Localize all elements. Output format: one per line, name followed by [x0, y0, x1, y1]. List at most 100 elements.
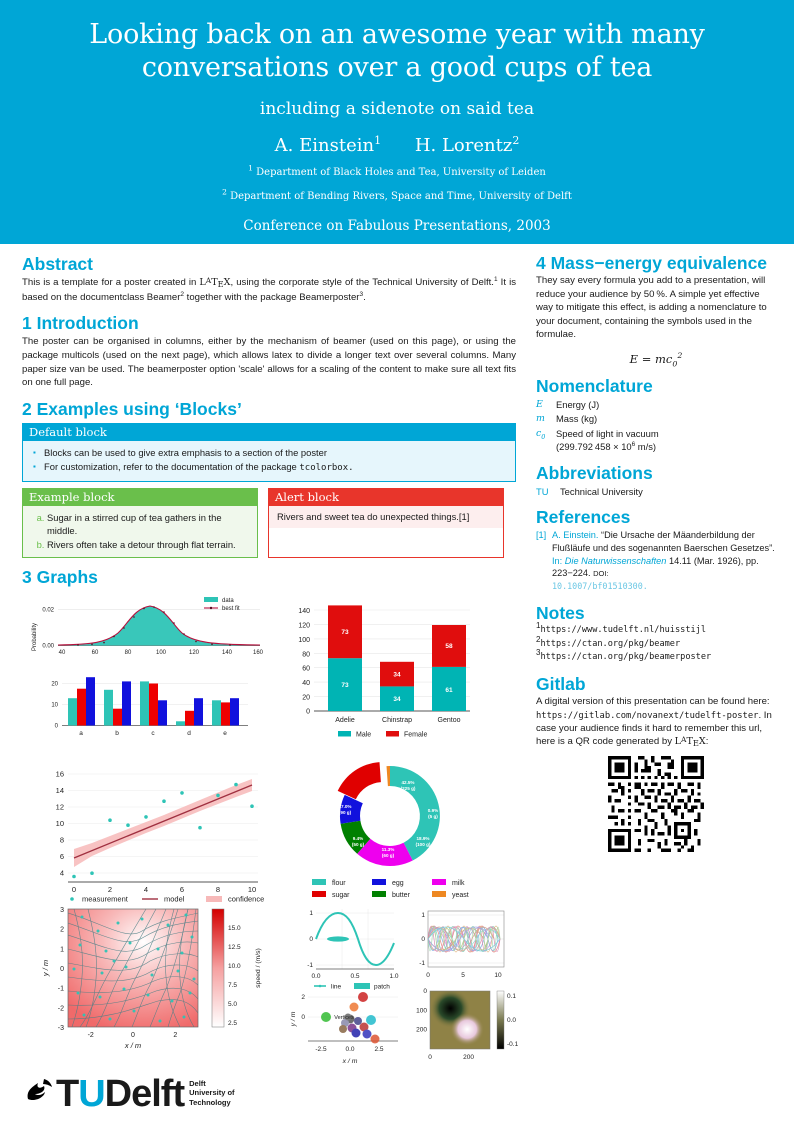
- svg-text:(90 g): (90 g): [339, 810, 352, 815]
- xtick-labels: 0.0 0.5 1.0: [311, 973, 398, 980]
- note-url[interactable]: https://ctan.org/pkg/beamerposter: [540, 652, 712, 663]
- mass-energy-heading: 4 Mass−energy equivalence: [536, 253, 768, 273]
- logo-tu: TU: [56, 1072, 106, 1115]
- example-block-body: Sugar in a stirred cup of tea gathers in…: [23, 505, 257, 558]
- bar-value-label: 58: [445, 643, 453, 650]
- pie-labels: 42.5%(225 g) 0.9%(5 g) 18.9%(100 g) 11.3…: [338, 780, 438, 858]
- svg-text:(60 g): (60 g): [382, 853, 395, 858]
- svg-text:patch: patch: [374, 984, 390, 991]
- gitlab-heading: Gitlab: [536, 673, 586, 694]
- svg-text:b: b: [115, 730, 119, 737]
- abbreviation-desc: Technical University: [560, 485, 643, 497]
- svg-text:12: 12: [56, 803, 64, 812]
- svg-text:measurement: measurement: [82, 895, 129, 904]
- svg-text:2: 2: [60, 927, 64, 934]
- svg-text:0: 0: [60, 966, 64, 973]
- bar-value-label: 61: [445, 687, 453, 694]
- svg-text:14: 14: [56, 786, 64, 795]
- svg-text:2: 2: [173, 1032, 177, 1039]
- svg-text:1: 1: [309, 910, 313, 917]
- svg-text:0.0: 0.0: [507, 1017, 516, 1024]
- svg-text:0: 0: [72, 885, 76, 894]
- chart-bubble-scatter: Vertices 20 y / m -2.5 0.0 2.5 x / m: [290, 992, 398, 1065]
- nomenclature-row: c0 Speed of light in vacuum (299.792 458 …: [536, 428, 776, 453]
- axis-label-y: y / m: [41, 960, 50, 977]
- poster-header: Looking back on an awesome year with man…: [0, 0, 794, 244]
- svg-text:6: 6: [180, 885, 184, 894]
- svg-text:100: 100: [416, 1008, 427, 1015]
- abbreviations-heading: Abbreviations: [536, 463, 653, 484]
- svg-text:60: 60: [92, 650, 99, 656]
- bar-value-label: 34: [393, 672, 401, 679]
- latex-logo: LATEX: [674, 735, 706, 749]
- tu-delft-wordmark: TUDelft: [56, 1075, 185, 1113]
- svg-text:(50 g): (50 g): [352, 842, 365, 847]
- reference-doi[interactable]: 10.1007/bf01510300.: [552, 581, 648, 592]
- default-block-body: Blocks can be used to give extra emphasi…: [23, 441, 515, 481]
- pie-slice-milk: [357, 839, 413, 867]
- note-url[interactable]: https://www.tudelft.nl/huisstijl: [540, 625, 707, 636]
- axis-label-x: x / m: [124, 1041, 141, 1050]
- svg-text:6: 6: [60, 852, 64, 861]
- streamplot-points: [72, 913, 196, 1023]
- nomenclature-desc: Mass (kg): [556, 413, 598, 425]
- svg-text:80: 80: [302, 652, 310, 659]
- svg-text:20: 20: [302, 695, 310, 702]
- xtick-labels: Adelie Chinstrap Gentoo: [335, 717, 460, 724]
- svg-text:0: 0: [421, 936, 425, 943]
- svg-text:0.5: 0.5: [350, 973, 359, 980]
- svg-text:10: 10: [248, 885, 256, 894]
- gitlab-url[interactable]: https://gitlab.com/novanext/tudelft-post…: [536, 710, 759, 721]
- note-url[interactable]: https://ctan.org/pkg/beamer: [540, 638, 681, 649]
- chart-regression: 16 14 12 10 8 6 4: [56, 770, 265, 904]
- colorbar-ticks: 0.1 0.0 -0.1: [507, 993, 519, 1048]
- svg-text:9.4%: 9.4%: [353, 836, 363, 841]
- notes-heading: Notes: [536, 603, 585, 624]
- svg-text:40: 40: [59, 650, 66, 656]
- svg-text:0.0: 0.0: [311, 973, 320, 980]
- svg-text:1: 1: [60, 947, 64, 954]
- svg-text:egg: egg: [392, 880, 404, 887]
- pie-slice-butter: [340, 821, 371, 855]
- reference-body: A. Einstein. “Die Ursache der Mäanderbil…: [552, 529, 775, 592]
- alert-block: Alert block Rivers and sweet tea do unex…: [268, 487, 504, 559]
- svg-text:4: 4: [60, 869, 64, 878]
- svg-text:100: 100: [156, 650, 167, 656]
- xtick-labels: a b c d e: [79, 730, 227, 737]
- svg-text:-1: -1: [58, 986, 64, 993]
- note-entry: 3https://ctan.org/pkg/beamerposter: [536, 648, 712, 663]
- svg-text:10: 10: [494, 972, 502, 979]
- svg-text:3: 3: [60, 907, 64, 914]
- affiliation-1: 1 Department of Black Holes and Tea, Uni…: [248, 163, 546, 178]
- example-block-title: Example block: [23, 488, 257, 506]
- chart-donut: 42.5%(225 g) 0.9%(5 g) 18.9%(100 g) 11.3…: [312, 762, 469, 899]
- qr-code[interactable]: [608, 755, 704, 852]
- svg-text:16: 16: [56, 770, 64, 779]
- chart-legend: data best fit: [204, 597, 240, 612]
- xtick-labels: 0 200: [428, 1054, 474, 1061]
- svg-text:1: 1: [421, 912, 425, 919]
- chart-legend: Male Female: [338, 731, 427, 739]
- svg-text:confidence: confidence: [228, 895, 264, 904]
- svg-text:c: c: [151, 730, 155, 737]
- chart-streamplot: 3 2 1 0 -1 -2 -3 y / m -2 0 2 x / m 15.0 12.5 10.…: [41, 907, 262, 1050]
- svg-text:e: e: [223, 730, 227, 737]
- xtick-labels: -2 0 2: [88, 1032, 178, 1039]
- default-block-list: Blocks can be used to give extra emphasi…: [31, 446, 507, 475]
- svg-text:d: d: [187, 730, 191, 737]
- svg-text:-3: -3: [58, 1025, 64, 1032]
- abstract-text: This is a template for a poster created …: [22, 276, 516, 303]
- author-list: A. Einstein1 H. Lorentz2: [40, 135, 754, 156]
- svg-text:0.9%: 0.9%: [428, 808, 438, 813]
- tu-delft-tagline: Delft University of Technology: [189, 1078, 235, 1107]
- list-item: Rivers often take a detour through flat …: [47, 538, 249, 551]
- svg-text:10: 10: [56, 819, 64, 828]
- scatter-points: [72, 783, 254, 879]
- svg-text:0: 0: [309, 936, 313, 943]
- svg-text:8: 8: [60, 836, 64, 845]
- chart-legend: line patch: [314, 983, 390, 991]
- mass-energy-text: They say every formula you add to a pres…: [536, 275, 767, 340]
- ytick-labels: 140 120 100 80 60 40 20 0: [298, 608, 310, 716]
- svg-text:160: 160: [253, 650, 264, 656]
